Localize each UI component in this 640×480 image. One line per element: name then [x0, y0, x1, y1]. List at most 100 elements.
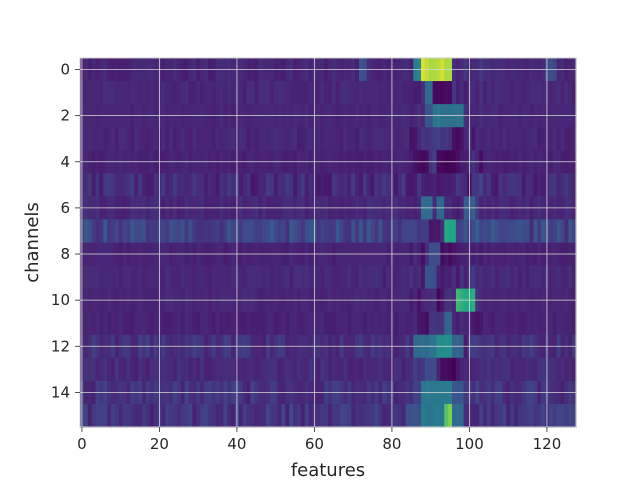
heatmap-cell: [483, 173, 488, 197]
heatmap-cell: [118, 403, 124, 428]
heatmap-cell: [91, 219, 97, 244]
heatmap-cell: [231, 173, 236, 197]
heatmap-cell: [521, 127, 527, 151]
heatmap-cell: [184, 219, 190, 244]
heatmap-cell: [176, 173, 182, 197]
heatmap-cell: [421, 265, 426, 290]
heatmap-cell: [537, 311, 542, 336]
heatmap-cell: [238, 403, 244, 428]
heatmap-cell: [211, 81, 217, 105]
heatmap-cell: [200, 127, 205, 151]
heatmap-cell: [355, 81, 360, 105]
heatmap-cell: [459, 265, 465, 290]
heatmap-cell: [266, 265, 271, 290]
heatmap-cell: [328, 219, 333, 244]
heatmap-cell: [145, 357, 151, 382]
heatmap-cell: [498, 173, 503, 197]
heatmap-cell: [324, 265, 329, 290]
heatmap-cell: [99, 173, 104, 197]
heatmap-cell: [548, 219, 554, 244]
heatmap-cell: [285, 311, 290, 336]
heatmap-cell: [204, 81, 209, 105]
y-tick-label: 6: [60, 199, 70, 217]
heatmap-cell: [293, 357, 298, 382]
heatmap-cell: [114, 357, 120, 382]
heatmap-cell: [436, 403, 441, 428]
heatmap-cell: [289, 357, 294, 382]
heatmap-cell: [343, 403, 348, 428]
heatmap-cell: [153, 127, 159, 151]
heatmap-cell: [359, 265, 364, 290]
heatmap-cell: [479, 311, 484, 336]
heatmap-cell: [370, 127, 376, 151]
heatmap-cell: [184, 311, 190, 336]
heatmap-cell: [564, 357, 569, 382]
heatmap-cell: [320, 219, 325, 244]
heatmap-cell: [95, 265, 100, 290]
heatmap-cell: [506, 265, 511, 290]
heatmap-cell: [173, 357, 178, 382]
heatmap-cell: [521, 81, 527, 105]
heatmap-cell: [300, 173, 306, 197]
heatmap-cell: [378, 219, 383, 244]
heatmap-cell: [370, 219, 376, 244]
heatmap-cell: [223, 81, 228, 105]
heatmap-cell: [227, 219, 232, 244]
heatmap-cell: [273, 173, 279, 197]
heatmap-cell: [452, 127, 457, 151]
heatmap-cell: [486, 403, 492, 428]
heatmap-cell: [448, 357, 453, 382]
heatmap-cell: [502, 219, 507, 244]
heatmap-cell: [184, 127, 190, 151]
heatmap-cell: [130, 357, 135, 382]
heatmap-cell: [440, 219, 445, 244]
heatmap-cell: [572, 219, 577, 244]
heatmap-cell: [428, 127, 434, 151]
heatmap-cell: [304, 127, 310, 151]
heatmap-cell: [436, 219, 441, 244]
heatmap-cell: [176, 219, 182, 244]
heatmap-cell: [250, 357, 255, 382]
heatmap-cell: [537, 127, 542, 151]
heatmap-cell: [138, 311, 143, 336]
heatmap-cell: [242, 219, 248, 244]
heatmap-cell: [328, 311, 333, 336]
heatmap-cell: [173, 81, 178, 105]
heatmap-cell: [149, 127, 155, 151]
heatmap-cell: [421, 403, 426, 428]
heatmap-cell: [184, 265, 190, 290]
heatmap-cell: [432, 173, 438, 197]
heatmap-cell: [517, 81, 523, 105]
heatmap-cell: [114, 403, 120, 428]
heatmap-cell: [448, 173, 453, 197]
heatmap-cell: [281, 311, 286, 336]
heatmap-cell: [200, 219, 205, 244]
heatmap-cell: [324, 173, 329, 197]
heatmap-cell: [421, 311, 426, 336]
heatmap-cell: [289, 127, 294, 151]
heatmap-cell: [444, 173, 449, 197]
heatmap-cell: [335, 219, 341, 244]
heatmap-cell: [521, 357, 527, 382]
y-tick-label: 4: [60, 153, 70, 171]
heatmap-cell: [362, 265, 368, 290]
heatmap-cell: [486, 357, 492, 382]
heatmap-cell: [498, 403, 503, 428]
heatmap-cell: [525, 81, 531, 105]
heatmap-cell: [359, 357, 364, 382]
heatmap-cell: [138, 81, 143, 105]
heatmap-cell: [529, 81, 534, 105]
heatmap-cell: [479, 81, 484, 105]
heatmap-cell: [444, 311, 449, 336]
heatmap-cell: [510, 311, 515, 336]
heatmap-cell: [366, 311, 372, 336]
heatmap-cell: [180, 219, 186, 244]
x-tick-label: 120: [533, 435, 562, 453]
heatmap-cell: [184, 173, 190, 197]
heatmap-cell: [359, 219, 364, 244]
heatmap-cell: [568, 173, 573, 197]
heatmap-cell: [552, 311, 558, 336]
heatmap-cell: [145, 403, 151, 428]
heatmap-cell: [138, 357, 143, 382]
heatmap-cell: [370, 311, 376, 336]
